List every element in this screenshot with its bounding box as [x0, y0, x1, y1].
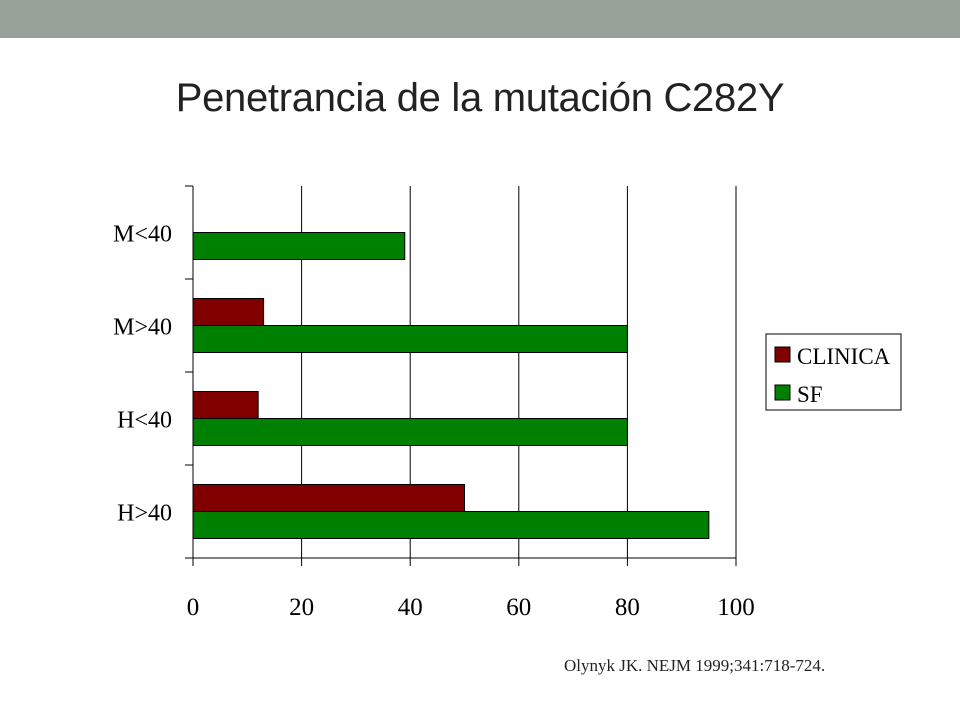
- y-tick-label: M<40: [113, 222, 172, 248]
- slide-title: Penetrancia de la mutación C282Y: [175, 76, 785, 120]
- x-tick-label: 20: [289, 594, 314, 621]
- tick-labels: 0 20 40 60 80 100 M<40 M>40 H<40 H>40: [113, 222, 755, 622]
- citation: Olynyk JK. NEJM 1999;341:718-724.: [564, 656, 826, 675]
- x-tick-label: 40: [398, 594, 423, 621]
- axes: [185, 185, 737, 566]
- legend-label-sf: SF: [797, 382, 823, 407]
- y-tick-label: M>40: [113, 315, 172, 341]
- top-banner: [0, 0, 960, 38]
- bar-sf: [192, 325, 628, 353]
- bar-sf: [192, 511, 710, 539]
- x-tick-label: 80: [615, 594, 640, 621]
- y-tick-label: H>40: [117, 501, 172, 527]
- bar-sf: [192, 232, 406, 260]
- bars: [192, 232, 710, 539]
- legend-swatch-clinica: [774, 346, 791, 363]
- bar-clinica: [192, 298, 265, 326]
- bar-clinica: [192, 391, 259, 419]
- y-tick-label: H<40: [117, 408, 172, 434]
- bar-sf: [192, 418, 628, 446]
- bar-clinica: [192, 484, 465, 512]
- x-tick-label: 100: [717, 594, 755, 621]
- legend: CLINICA SF: [765, 333, 902, 411]
- legend-label-clinica: CLINICA: [797, 344, 891, 369]
- legend-swatch-sf: [774, 384, 791, 401]
- x-tick-label: 60: [506, 594, 531, 621]
- x-tick-label: 0: [187, 594, 200, 621]
